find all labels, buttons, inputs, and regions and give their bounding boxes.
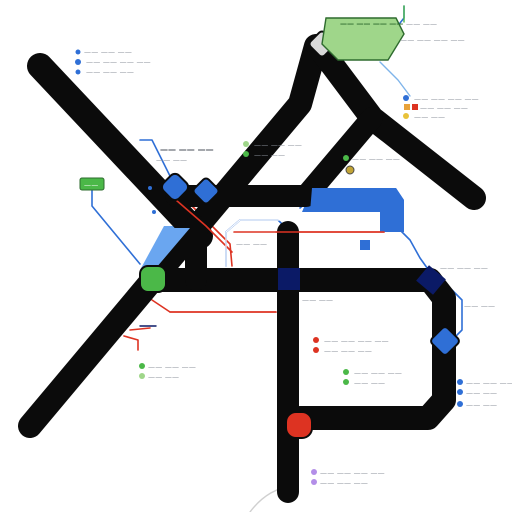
main-lines	[18, 34, 486, 503]
left-green-tag[interactable]: ——	[79, 177, 105, 191]
mid-right-green-dot	[343, 155, 349, 161]
center-navy-label: —— ——	[302, 296, 333, 304]
center-upper-sub: —— ——	[254, 151, 285, 159]
lower-left-green-dot	[139, 363, 145, 369]
left-green-tag-box[interactable]	[79, 177, 105, 191]
top-green-callout[interactable]: —— —— —— —— —— —— —— —— —— ——	[321, 17, 465, 61]
blue-connector-left-pin	[91, 187, 141, 265]
red-connector-drop	[123, 335, 139, 351]
station-small-square-blue[interactable]	[360, 240, 370, 250]
left-marker-blue-2	[152, 210, 156, 214]
lower-left-green-dot-2	[139, 373, 145, 379]
navy-corner-right	[416, 265, 446, 295]
station-blue-upper-left[interactable]	[159, 171, 190, 202]
center-upper-title: —— —— ——	[254, 141, 302, 149]
right-lower-label-2: —— ——	[466, 389, 497, 397]
right-upper-orange-mark	[404, 104, 410, 110]
lower-green-dot-1	[343, 369, 349, 375]
lower-left-title: —— —— ——	[148, 363, 196, 371]
black-line-lower-left-diagonal	[18, 34, 328, 438]
red-connector-lower-left	[151, 299, 277, 313]
black-line-mid-horizontal	[165, 107, 383, 207]
lower-center-red-dot-2	[313, 347, 319, 353]
right-lower-blue-dot-1	[457, 379, 463, 385]
bottom-purple-dot-2	[311, 479, 317, 485]
left-marker-blue	[148, 186, 152, 190]
right-upper-title: —— —— —— ——	[414, 95, 479, 103]
right-upper-red-mark	[412, 104, 418, 110]
legend-blue-dot-3	[75, 69, 81, 75]
lower-left-sub: —— ——	[148, 373, 179, 381]
left-cluster-sub: —— ——	[156, 156, 187, 164]
bottom-purple-label-2: —— —— ——	[320, 479, 368, 487]
station-tiny-yellow[interactable]	[345, 165, 355, 175]
legend-label-2: —— —— —— ——	[86, 58, 151, 66]
blue-connector-right-lower	[399, 229, 431, 273]
blue-connector-diag-top-right	[379, 61, 411, 97]
right-lower-label-1: —— —— ——	[466, 379, 512, 387]
black-line-upper-right-diagonal	[306, 34, 486, 210]
lower-green-label-2: —— ——	[354, 379, 385, 387]
station-red-bottom[interactable]	[285, 411, 313, 439]
lower-green-label-1: —— —— ——	[354, 369, 402, 377]
light-blue-overlay	[146, 228, 190, 268]
lower-green-dot-2	[343, 379, 349, 385]
navy-overlay	[278, 268, 300, 290]
lower-center-title: —— —— —— ——	[324, 337, 389, 345]
bottom-purple-dot-1	[311, 469, 317, 475]
legend-label-3: —— —— ——	[86, 68, 134, 76]
right-upper-blue-dot	[403, 95, 409, 101]
red-connector-short	[129, 327, 151, 331]
map-labels: —— —— —— —— —— —— —— —— —— —— —— —— —— —…	[75, 48, 512, 487]
legend-blue-dot-1	[75, 49, 81, 55]
center-upper-green-dot-1	[243, 141, 249, 147]
colored-overlay	[146, 188, 446, 295]
black-line-upper-left-diagonal	[27, 53, 213, 249]
right-upper-yellow-dot	[403, 113, 409, 119]
right-upper-sub: —— —— ——	[420, 104, 468, 112]
thin-overlays	[169, 199, 385, 313]
mid-right-title: —— —— ——	[352, 155, 400, 163]
top-right-word: —— ——	[406, 20, 437, 28]
top-green-box-label: —— —— —— ——	[340, 20, 403, 28]
right-lower-blue-dot-3	[457, 401, 463, 407]
left-green-tag-label: ——	[84, 181, 98, 189]
top-right-sub: —— —— —— ——	[400, 36, 465, 44]
station-blue-right[interactable]	[429, 325, 460, 356]
red-overlay-line	[175, 199, 233, 253]
white-overlay-center	[225, 219, 281, 267]
right-lower-label-3: —— ——	[466, 401, 497, 409]
left-cluster-title: —— —— ——	[160, 145, 214, 154]
right-edge-label: —— ——	[464, 302, 495, 310]
top-green-box[interactable]	[321, 17, 405, 61]
center-upper-green-dot-2	[243, 151, 249, 157]
right-lower-blue-dot-2	[457, 389, 463, 395]
legend-label-1: —— —— ——	[84, 48, 132, 56]
station-blue-upper-center[interactable]	[192, 177, 220, 205]
black-line-center-horizontal	[144, 268, 456, 430]
lower-center-sub: —— —— ——	[324, 347, 372, 355]
center-loop-label: —— ——	[236, 240, 267, 248]
bottom-purple-label-1: —— —— —— ——	[320, 469, 385, 477]
lower-center-red-dot-1	[313, 337, 319, 343]
blue-segment-overlay	[310, 188, 404, 232]
right-mid-label: —— —— ——	[440, 264, 488, 272]
legend-blue-dot-2	[75, 59, 81, 65]
station-green-left[interactable]	[139, 265, 167, 293]
right-upper-sub-2: —— ——	[414, 113, 445, 121]
